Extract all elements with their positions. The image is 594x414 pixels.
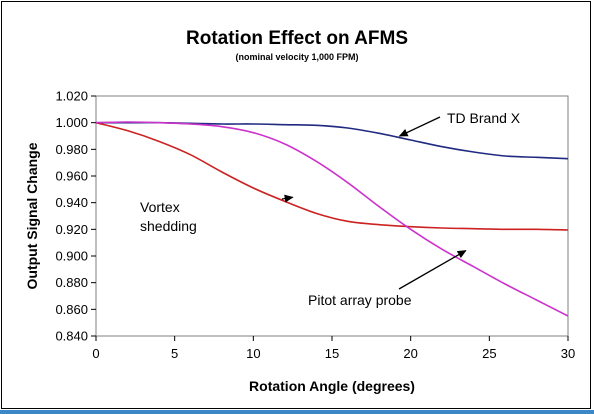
y-tick-label: 0.960 xyxy=(55,169,88,184)
annotation-shedding: shedding xyxy=(140,218,197,234)
y-tick-label: 1.000 xyxy=(55,115,88,130)
y-tick-label: 0.940 xyxy=(55,195,88,210)
series-line-vortex-shedding xyxy=(95,121,569,231)
x-tick-label: 30 xyxy=(561,346,575,361)
x-axis-label: Rotation Angle (degrees) xyxy=(249,378,415,394)
annotation-arrow-vortex-shedding xyxy=(281,194,294,203)
annotation-td-brand-x: TD Brand X xyxy=(447,110,521,126)
annotation-arrow-pitot-array-probe xyxy=(398,250,467,290)
y-tick-label: 0.920 xyxy=(55,222,88,237)
chart-subtitle: (nominal velocity 1,000 FPM) xyxy=(235,52,358,62)
annotation-vortex: Vortex xyxy=(140,199,180,215)
annotation-pitot-array-probe: Pitot array probe xyxy=(308,292,412,308)
annotation-arrow-td-brand-x xyxy=(398,116,441,137)
x-tick-label: 0 xyxy=(92,346,99,361)
x-tick-label: 10 xyxy=(246,346,260,361)
y-tick-label: 0.900 xyxy=(55,249,88,264)
series-line-pitot-array-probe xyxy=(95,121,569,317)
x-tick-label: 5 xyxy=(171,346,178,361)
y-axis: 0.840 0.860 0.880 0.900 0.920 0.940 0.960 0.980… xyxy=(55,89,96,344)
chart-title: Rotation Effect on AFMS xyxy=(186,28,408,49)
bottom-rule xyxy=(0,410,594,414)
y-tick-label: 0.860 xyxy=(55,302,88,317)
y-tick-label: 0.840 xyxy=(55,329,88,344)
series-layer xyxy=(95,121,569,317)
y-axis-label: Output Signal Change xyxy=(24,142,40,289)
x-tick-label: 25 xyxy=(482,346,496,361)
x-tick-label: 20 xyxy=(403,346,417,361)
y-tick-label: 1.020 xyxy=(55,89,88,104)
series-line-td-brand-x xyxy=(96,121,569,160)
x-axis: 0 5 10 15 20 25 30 xyxy=(92,336,575,361)
y-tick-label: 0.980 xyxy=(55,142,88,157)
annotation-layer: TD Brand X Vortex shedding Pitot array prob… xyxy=(140,110,521,308)
x-tick-label: 15 xyxy=(325,346,339,361)
y-tick-label: 0.880 xyxy=(55,275,88,290)
